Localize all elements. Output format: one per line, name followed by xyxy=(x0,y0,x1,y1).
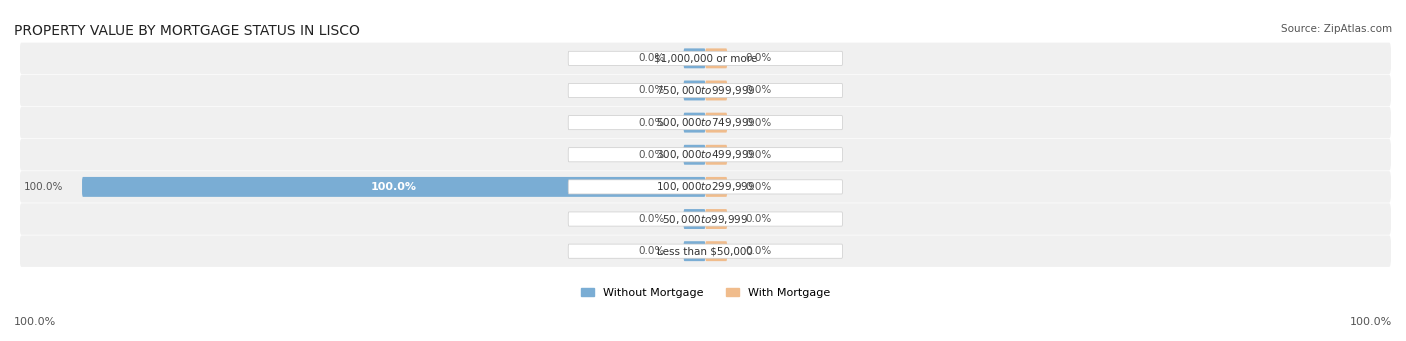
Text: Source: ZipAtlas.com: Source: ZipAtlas.com xyxy=(1281,24,1392,34)
FancyBboxPatch shape xyxy=(20,43,1391,74)
Text: $300,000 to $499,999: $300,000 to $499,999 xyxy=(655,148,755,161)
FancyBboxPatch shape xyxy=(568,212,842,226)
FancyBboxPatch shape xyxy=(683,209,706,229)
FancyBboxPatch shape xyxy=(706,209,727,229)
FancyBboxPatch shape xyxy=(683,48,706,68)
Text: 0.0%: 0.0% xyxy=(638,214,665,224)
FancyBboxPatch shape xyxy=(706,113,727,133)
Text: 0.0%: 0.0% xyxy=(745,246,772,256)
Text: $100,000 to $299,999: $100,000 to $299,999 xyxy=(655,180,755,193)
Text: 0.0%: 0.0% xyxy=(745,118,772,128)
FancyBboxPatch shape xyxy=(706,145,727,165)
Text: 0.0%: 0.0% xyxy=(638,86,665,95)
FancyBboxPatch shape xyxy=(20,235,1391,267)
Text: PROPERTY VALUE BY MORTGAGE STATUS IN LISCO: PROPERTY VALUE BY MORTGAGE STATUS IN LIS… xyxy=(14,24,360,38)
FancyBboxPatch shape xyxy=(568,51,842,65)
FancyBboxPatch shape xyxy=(683,145,706,165)
FancyBboxPatch shape xyxy=(568,244,842,258)
Text: 0.0%: 0.0% xyxy=(638,246,665,256)
Text: $50,000 to $99,999: $50,000 to $99,999 xyxy=(662,212,748,225)
FancyBboxPatch shape xyxy=(568,116,842,130)
Text: 0.0%: 0.0% xyxy=(745,150,772,160)
FancyBboxPatch shape xyxy=(568,180,842,194)
Text: 0.0%: 0.0% xyxy=(745,182,772,192)
Text: 0.0%: 0.0% xyxy=(638,118,665,128)
Text: 100.0%: 100.0% xyxy=(371,182,416,192)
Text: 100.0%: 100.0% xyxy=(14,317,56,327)
FancyBboxPatch shape xyxy=(683,241,706,261)
Text: 100.0%: 100.0% xyxy=(24,182,63,192)
Text: 0.0%: 0.0% xyxy=(638,53,665,63)
Text: $750,000 to $999,999: $750,000 to $999,999 xyxy=(655,84,755,97)
Text: $500,000 to $749,999: $500,000 to $749,999 xyxy=(655,116,755,129)
Text: 100.0%: 100.0% xyxy=(1350,317,1392,327)
Text: 0.0%: 0.0% xyxy=(745,214,772,224)
FancyBboxPatch shape xyxy=(706,241,727,261)
FancyBboxPatch shape xyxy=(568,84,842,98)
FancyBboxPatch shape xyxy=(706,80,727,101)
FancyBboxPatch shape xyxy=(82,177,706,197)
Text: 0.0%: 0.0% xyxy=(745,86,772,95)
FancyBboxPatch shape xyxy=(20,75,1391,106)
FancyBboxPatch shape xyxy=(20,107,1391,138)
FancyBboxPatch shape xyxy=(683,113,706,133)
Text: 0.0%: 0.0% xyxy=(638,150,665,160)
FancyBboxPatch shape xyxy=(20,171,1391,203)
Text: Less than $50,000: Less than $50,000 xyxy=(658,246,754,256)
FancyBboxPatch shape xyxy=(20,139,1391,170)
FancyBboxPatch shape xyxy=(20,203,1391,235)
Text: 0.0%: 0.0% xyxy=(745,53,772,63)
FancyBboxPatch shape xyxy=(568,148,842,162)
FancyBboxPatch shape xyxy=(706,177,727,197)
Legend: Without Mortgage, With Mortgage: Without Mortgage, With Mortgage xyxy=(576,283,835,302)
FancyBboxPatch shape xyxy=(683,80,706,101)
Text: $1,000,000 or more: $1,000,000 or more xyxy=(654,53,756,63)
FancyBboxPatch shape xyxy=(706,48,727,68)
